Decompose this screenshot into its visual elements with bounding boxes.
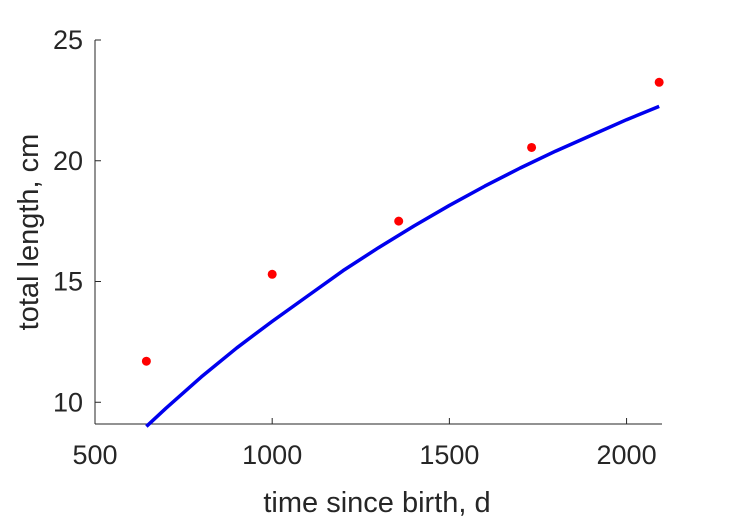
plot-area <box>141 77 664 428</box>
x-tick-label: 1500 <box>419 440 479 470</box>
y-tick-label: 20 <box>53 146 83 176</box>
data-point <box>527 142 537 152</box>
y-tick-label: 10 <box>53 387 83 417</box>
x-tick-label: 2000 <box>597 440 657 470</box>
x-axis-label: time since birth, d <box>263 487 490 519</box>
axes: 500 1000 1500 2000 10 15 20 25 <box>53 25 662 470</box>
data-point <box>141 356 151 366</box>
data-point <box>394 216 404 226</box>
fit-curve <box>145 104 660 428</box>
y-tick-label: 25 <box>53 25 83 55</box>
y-tick-label: 15 <box>53 267 83 297</box>
y-axis-label: total length, cm <box>13 134 45 331</box>
x-tick-label: 1000 <box>242 440 302 470</box>
x-tick-label: 500 <box>72 440 117 470</box>
data-point <box>267 269 277 279</box>
data-point <box>654 77 664 87</box>
